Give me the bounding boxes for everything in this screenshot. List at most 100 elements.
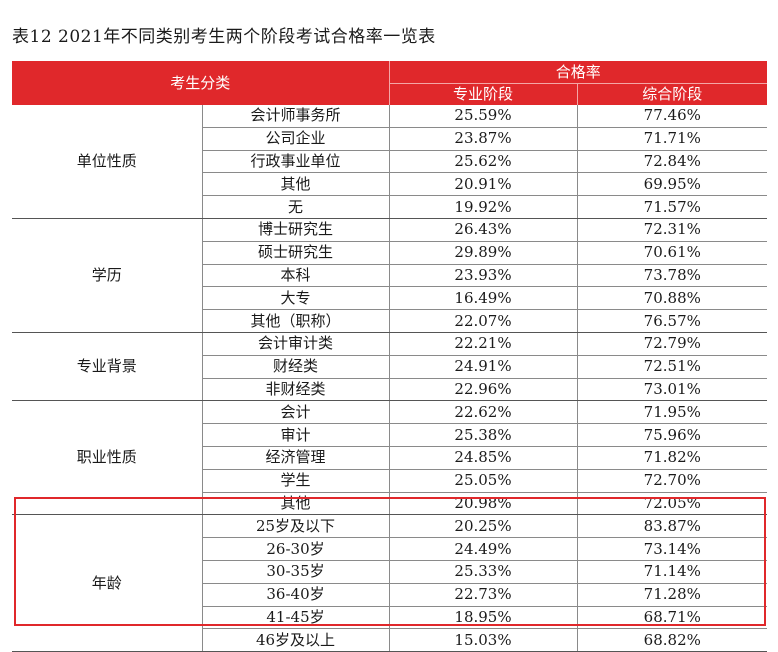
row-label: 会计师事务所 [202, 105, 390, 128]
row-label: 41-45岁 [202, 606, 390, 630]
stage1-value: 25.62% [389, 150, 578, 174]
row-label: 审计 [202, 423, 390, 447]
row-label: 36-40岁 [202, 583, 390, 607]
row-label: 学生 [202, 469, 390, 493]
group-label: 年龄 [12, 514, 203, 652]
stage2-value: 71.71% [577, 127, 768, 151]
row-label: 行政事业单位 [202, 150, 390, 174]
stage2-value: 75.96% [577, 423, 768, 447]
table-row: 36-40岁 22.73% 71.28% [12, 583, 768, 607]
table-row: 大专 16.49% 70.88% [12, 286, 768, 311]
stage1-value: 22.96% [389, 378, 578, 402]
header-stage1: 专业阶段 [389, 83, 578, 105]
stage1-value: 25.33% [389, 560, 578, 584]
header-stage2: 综合阶段 [576, 83, 768, 105]
stage2-value: 72.79% [577, 332, 768, 356]
stage1-value: 24.49% [389, 537, 578, 561]
stage2-value: 70.61% [577, 241, 768, 265]
stage2-value: 72.31% [577, 218, 768, 242]
stage1-value: 25.05% [389, 469, 578, 493]
stage2-value: 76.57% [577, 309, 768, 333]
stage2-value: 73.78% [577, 264, 768, 288]
row-label: 大专 [202, 286, 390, 311]
row-label: 经济管理 [202, 446, 390, 470]
stage1-value: 22.07% [389, 309, 578, 333]
stage1-value: 20.91% [389, 172, 578, 197]
stage1-value: 16.49% [389, 286, 578, 311]
stage1-value: 20.25% [389, 514, 578, 539]
stage1-value: 26.43% [389, 218, 578, 242]
table-row: 非财经类 22.96% 73.01% [12, 378, 768, 402]
row-label: 30-35岁 [202, 560, 390, 584]
stage1-value: 15.03% [389, 628, 578, 652]
stage1-value: 22.62% [389, 400, 578, 425]
stage1-value: 19.92% [389, 195, 578, 219]
header-category: 考生分类 [12, 61, 390, 105]
stage1-value: 23.93% [389, 264, 578, 288]
stage2-value: 73.01% [577, 378, 768, 402]
table-row: 本科 23.93% 73.78% [12, 264, 768, 288]
header-pass-rate: 合格率 [389, 61, 768, 84]
table-row: 财经类 24.91% 72.51% [12, 355, 768, 379]
pass-rate-table: 考生分类 合格率 专业阶段 综合阶段 单位性质 会计师事务所 25.59% 77.46… [12, 61, 768, 652]
stage2-value: 72.51% [577, 355, 768, 379]
table-row: 审计 25.38% 75.96% [12, 423, 768, 447]
stage1-value: 24.91% [389, 355, 578, 379]
stage2-value: 72.05% [577, 492, 768, 516]
row-label: 本科 [202, 264, 390, 288]
row-label: 26-30岁 [202, 537, 390, 561]
table-title: 表12 2021年不同类别考生两个阶段考试合格率一览表 [12, 27, 436, 47]
table-row: 硕士研究生 29.89% 70.61% [12, 241, 768, 265]
table-row: 专业背景 会计审计类 22.21% 72.79% [12, 332, 768, 402]
table-row: 学历 博士研究生 26.43% 72.31% [12, 218, 768, 333]
group-label: 单位性质 [12, 105, 203, 219]
row-label: 其他 [202, 492, 390, 516]
row-label: 会计 [202, 400, 390, 425]
stage1-value: 18.95% [389, 606, 578, 630]
row-label: 硕士研究生 [202, 241, 390, 265]
stage1-value: 22.21% [389, 332, 578, 356]
stage2-value: 71.57% [577, 195, 768, 219]
stage2-value: 77.46% [577, 105, 768, 128]
group-label: 职业性质 [12, 400, 203, 516]
group-label: 学历 [12, 218, 203, 333]
group-label: 专业背景 [12, 332, 203, 402]
row-label: 46岁及以上 [202, 628, 390, 652]
stage2-value: 71.14% [577, 560, 768, 584]
stage1-value: 20.98% [389, 492, 578, 516]
stage1-value: 25.38% [389, 423, 578, 447]
stage1-value: 25.59% [389, 105, 578, 128]
stage2-value: 72.84% [577, 150, 768, 174]
table-row: 其他 20.91% 69.95% [12, 172, 768, 197]
table-row: 学生 25.05% 72.70% [12, 469, 768, 493]
table-row: 行政事业单位 25.62% 72.84% [12, 150, 768, 174]
stage1-value: 24.85% [389, 446, 578, 470]
row-label: 公司企业 [202, 127, 390, 151]
row-label: 非财经类 [202, 378, 390, 402]
table-row: 公司企业 23.87% 71.71% [12, 127, 768, 151]
table-row: 41-45岁 18.95% 68.71% [12, 606, 768, 630]
table-row: 30-35岁 25.33% 71.14% [12, 560, 768, 584]
stage2-value: 71.95% [577, 400, 768, 425]
row-label: 其他（职称） [202, 309, 390, 333]
row-label: 会计审计类 [202, 332, 390, 356]
table-row: 职业性质 会计 22.62% 71.95% [12, 400, 768, 516]
row-label: 财经类 [202, 355, 390, 379]
row-label: 无 [202, 195, 390, 219]
stage1-value: 23.87% [389, 127, 578, 151]
stage2-value: 73.14% [577, 537, 768, 561]
table-body: 单位性质 会计师事务所 25.59% 77.46% 公司企业 23.87% 71.71% 行政… [12, 105, 768, 652]
row-label: 25岁及以下 [202, 514, 390, 539]
stage1-value: 29.89% [389, 241, 578, 265]
table-row: 年龄 25岁及以下 20.25% 83.87% [12, 514, 768, 652]
stage2-value: 71.82% [577, 446, 768, 470]
table-row: 26-30岁 24.49% 73.14% [12, 537, 768, 561]
stage2-value: 68.71% [577, 606, 768, 630]
table-row: 其他（职称） 22.07% 76.57% [12, 309, 768, 333]
table-row: 单位性质 会计师事务所 25.59% 77.46% [12, 105, 768, 219]
table-row: 无 19.92% 71.57% [12, 195, 768, 219]
stage2-value: 70.88% [577, 286, 768, 311]
stage2-value: 71.28% [577, 583, 768, 607]
stage2-value: 83.87% [577, 514, 768, 539]
row-label: 博士研究生 [202, 218, 390, 242]
